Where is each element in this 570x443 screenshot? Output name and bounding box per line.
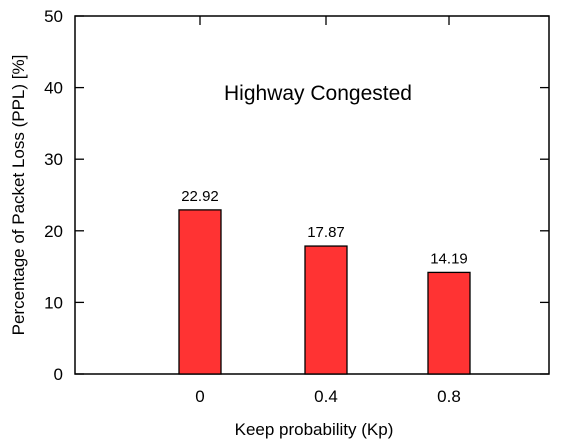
- y-axis-ticks: 0 10 20 30 40 50: [44, 7, 549, 384]
- data-labels-group: 22.92 17.87 14.19: [181, 188, 468, 268]
- bar: [304, 245, 348, 375]
- bars-group: [178, 209, 471, 375]
- y-axis-title: Percentage of Packet Loss (PPL) [%]: [9, 55, 28, 336]
- x-tick-label: 0.8: [437, 387, 461, 406]
- bar-value-label: 14.19: [430, 250, 468, 267]
- y-tick-label: 10: [44, 293, 63, 312]
- y-tick-label: 50: [44, 7, 63, 26]
- x-tick-label: 0.4: [314, 387, 338, 406]
- bar: [178, 209, 222, 375]
- bar-value-label: 17.87: [307, 224, 345, 241]
- y-tick-label: 20: [44, 222, 63, 241]
- y-tick-label: 40: [44, 79, 63, 98]
- bar: [427, 271, 471, 375]
- y-tick-label: 30: [44, 150, 63, 169]
- chart-annotation: Highway Congested: [224, 82, 412, 105]
- x-tick-label: 0: [195, 387, 204, 406]
- bar-value-label: 22.92: [181, 188, 219, 205]
- x-axis-title: Keep probability (Kp): [235, 420, 394, 439]
- y-tick-label: 0: [54, 365, 63, 384]
